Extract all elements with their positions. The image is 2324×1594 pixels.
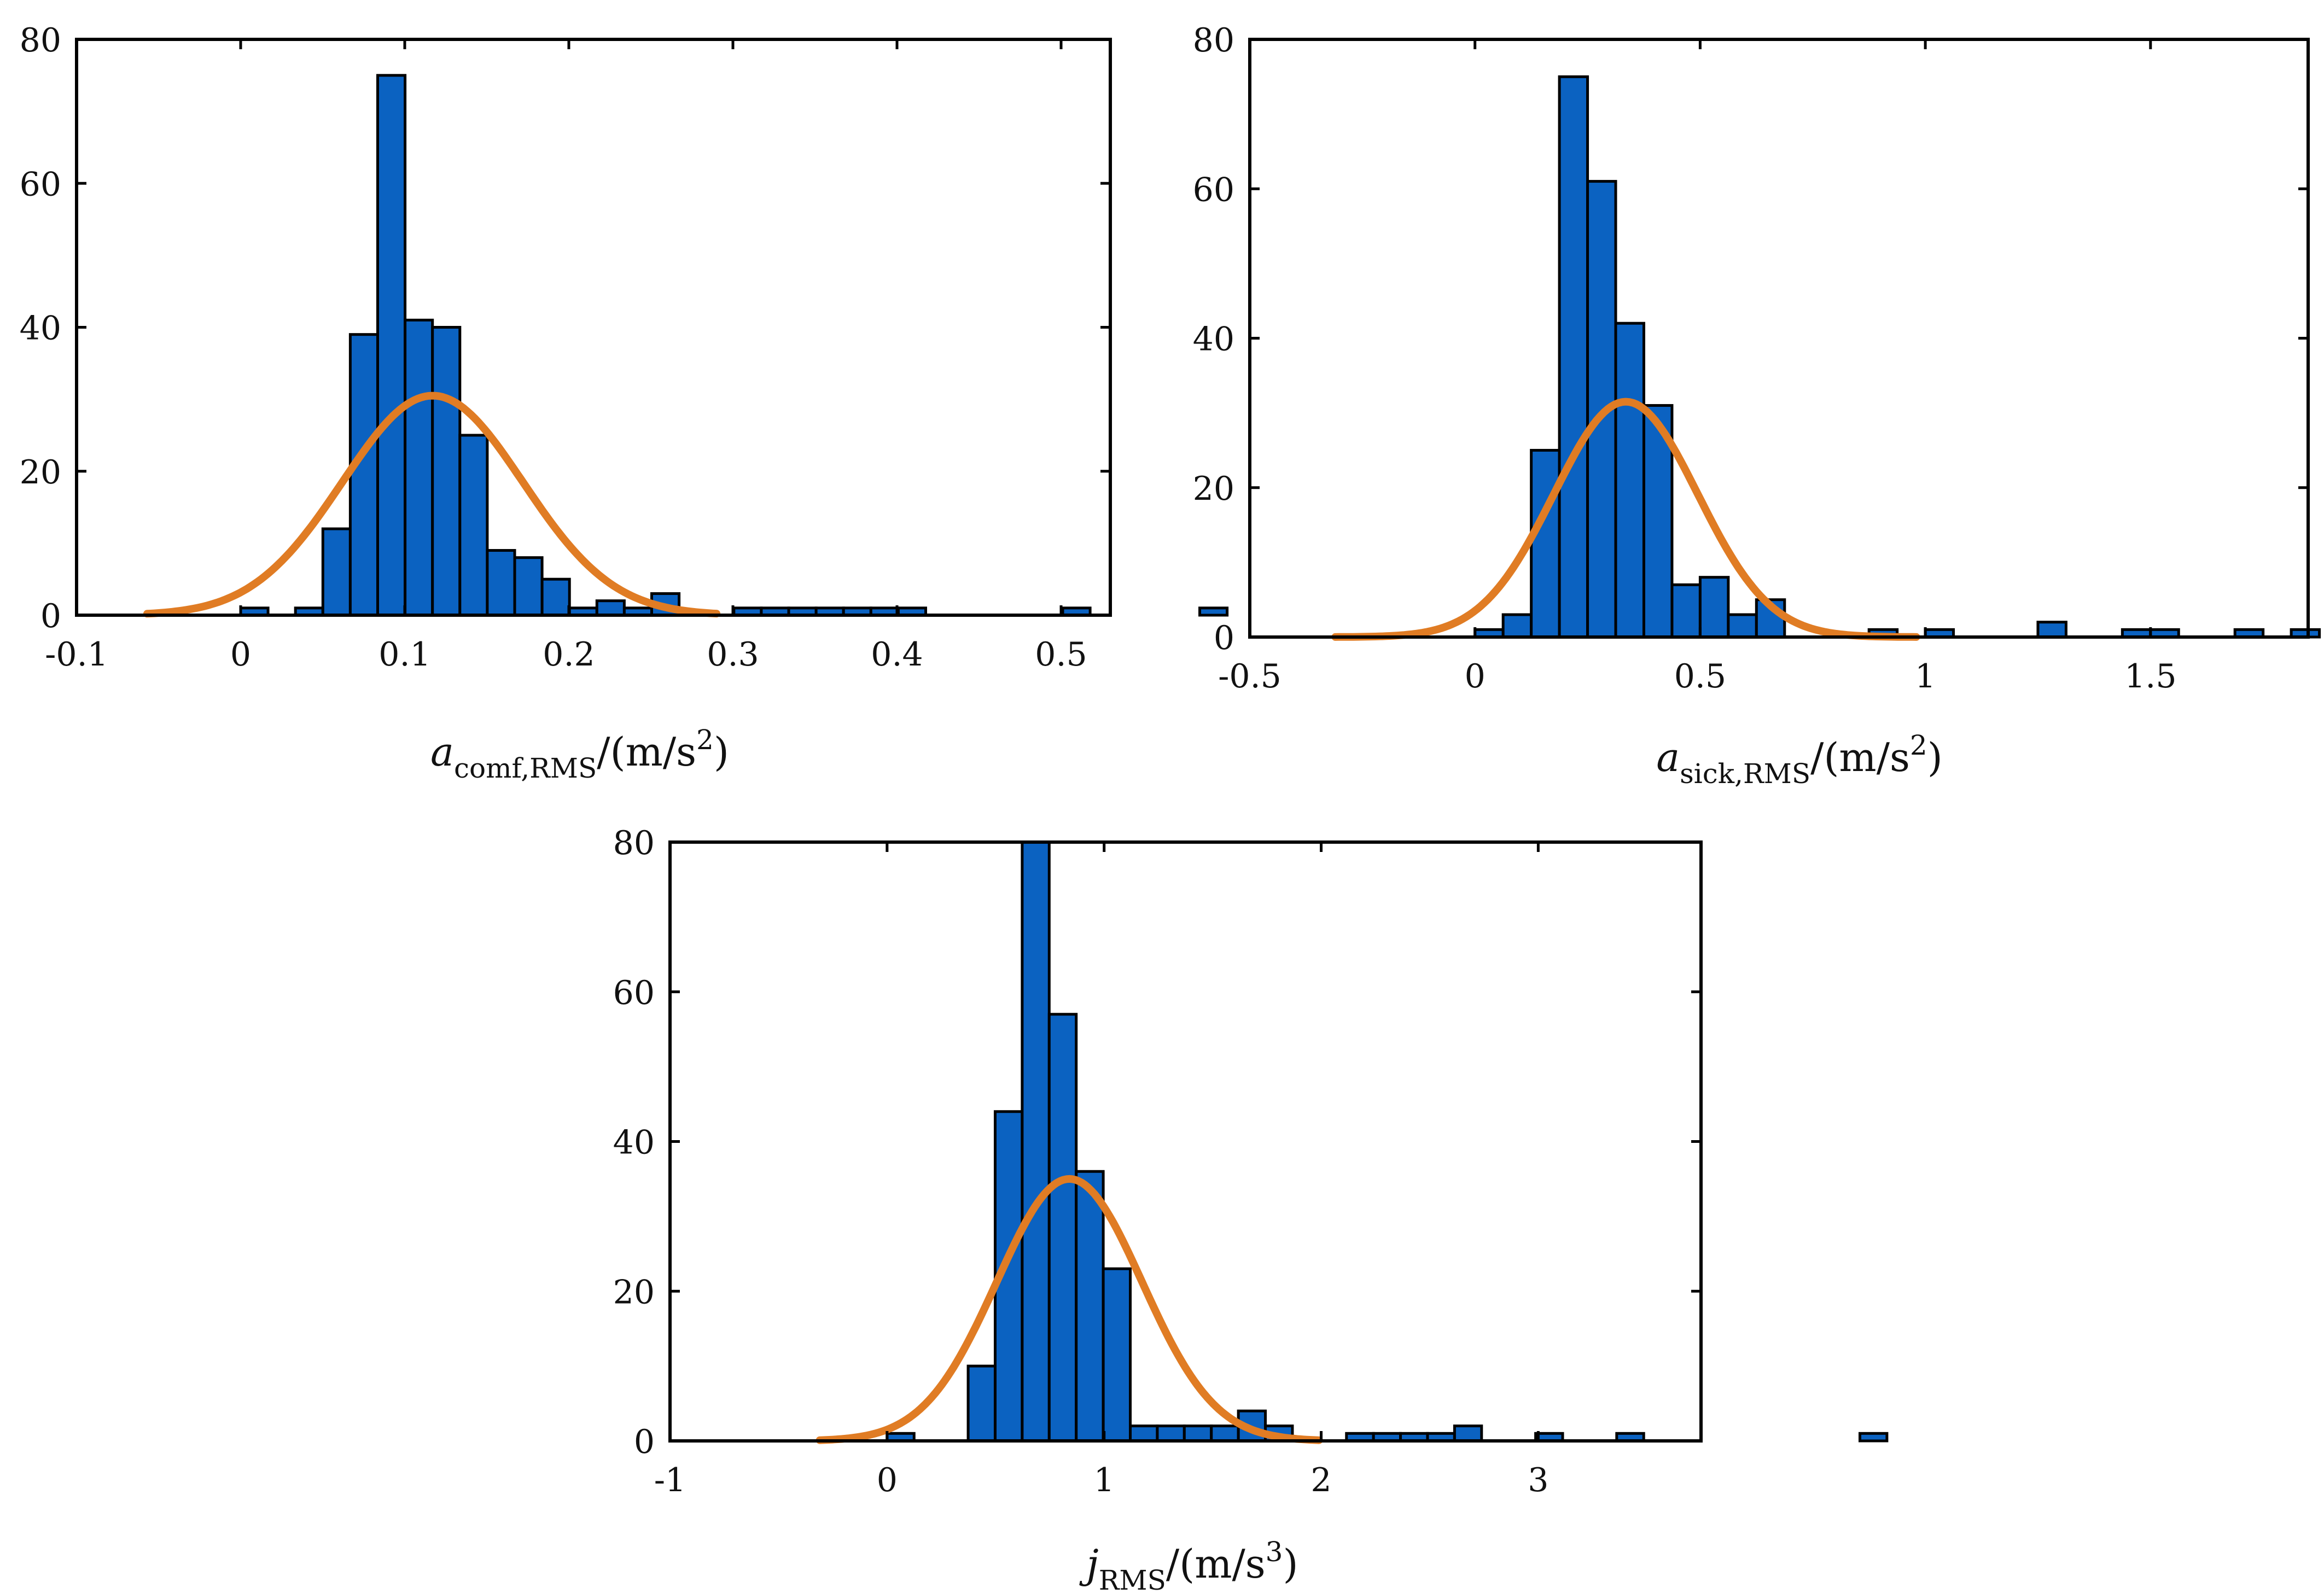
histogram-bar <box>1530 448 1561 639</box>
histogram-bar <box>404 318 434 617</box>
histogram-bar <box>1727 613 1758 639</box>
histogram-bar <box>376 74 407 617</box>
histogram-bar <box>1021 840 1051 1443</box>
x-tick-label: 0.4 <box>871 635 923 674</box>
x-axis-label: asick,RMS/(m/s2) <box>1656 729 1943 790</box>
x-tick-label: -0.1 <box>45 635 108 674</box>
x-tick-label: 0 <box>877 1461 898 1499</box>
histogram-bar <box>348 333 380 617</box>
histogram-bar <box>1129 1424 1159 1443</box>
x-axis-label-var: a <box>1656 734 1680 780</box>
x-tick-label: 0 <box>230 635 251 674</box>
plot-frame <box>75 38 1112 617</box>
histogram-bar <box>1198 606 1229 617</box>
y-tick-label: 0 <box>40 597 61 635</box>
x-tick-label: 0.5 <box>1674 657 1726 696</box>
histogram-bar <box>1156 1424 1186 1443</box>
x-tick-label: 0.1 <box>378 635 430 674</box>
x-tick-label: 0.3 <box>707 635 759 674</box>
y-tick-label: 80 <box>613 824 655 862</box>
histogram-bar <box>1501 613 1533 639</box>
histogram-bar <box>458 434 489 617</box>
normal-fit-curve <box>816 1175 1323 1444</box>
y-tick-label: 60 <box>20 165 61 203</box>
y-tick-label: 80 <box>20 21 61 60</box>
y-tick-label: 40 <box>613 1124 655 1162</box>
x-axis-label-var: a <box>430 729 454 775</box>
y-tick-label: 60 <box>1193 171 1234 209</box>
x-axis-label-sub: RMS <box>1099 1564 1166 1594</box>
x-tick-label: 1 <box>1094 1461 1115 1499</box>
histogram-bar <box>595 599 626 617</box>
y-tick-label: 60 <box>613 974 655 1012</box>
y-tick-label: 20 <box>613 1273 655 1311</box>
histogram-bar <box>1210 1424 1240 1443</box>
histogram-bar <box>540 577 571 617</box>
histogram-bar <box>1670 583 1702 639</box>
y-tick-label: 20 <box>20 453 61 492</box>
histogram-bar <box>1183 1424 1213 1443</box>
histogram-bar <box>1047 1013 1078 1443</box>
x-axis-label-sub: sick,RMS <box>1680 758 1810 790</box>
x-tick-label: 1.5 <box>2124 657 2176 696</box>
x-axis-label-var: j <box>1079 1541 1098 1587</box>
x-axis-label-sup: 2 <box>1910 729 1927 761</box>
histogram-bar <box>1558 75 1589 639</box>
y-tick-label: 0 <box>634 1423 655 1461</box>
y-tick-label: 40 <box>20 310 61 348</box>
x-axis-label-units: /(m/s <box>1810 734 1910 780</box>
histogram-bar <box>513 556 544 617</box>
x-axis-label-sub: comf,RMS <box>454 752 597 784</box>
x-tick-label: 0.5 <box>1035 635 1087 674</box>
bars-group <box>239 74 1229 617</box>
histogram-bar <box>431 326 462 617</box>
histogram-bar <box>1698 576 1730 639</box>
x-axis-label-close: ) <box>1283 1541 1298 1587</box>
x-tick-label: 1 <box>1915 657 1936 696</box>
bars-group <box>1473 75 2321 639</box>
x-axis-label-close: ) <box>714 729 729 775</box>
x-axis-label: jRMS/(m/s3) <box>1079 1536 1298 1594</box>
histogram-bar <box>1858 1432 1889 1443</box>
histogram-bar <box>321 527 352 617</box>
x-axis-label: acomf,RMS/(m/s2) <box>430 724 729 784</box>
x-axis-label-sup: 3 <box>1266 1536 1283 1568</box>
histogram-bar <box>486 549 516 617</box>
y-tick-label: 20 <box>1193 470 1234 508</box>
y-tick-label: 40 <box>1193 320 1234 359</box>
x-tick-label: 2 <box>1310 1461 1331 1499</box>
histogram-bar <box>1075 1170 1105 1443</box>
normal-fit-curve <box>1331 398 1920 641</box>
x-axis-label-units: /(m/s <box>1166 1541 1266 1587</box>
x-axis-label-units: /(m/s <box>597 729 696 775</box>
plot-frame <box>668 840 1703 1443</box>
x-tick-label: 0.2 <box>543 635 595 674</box>
x-tick-label: -0.5 <box>1218 657 1282 696</box>
x-axis-label-sup: 2 <box>696 724 714 756</box>
y-tick-label: 0 <box>1214 619 1234 657</box>
histogram-bar <box>966 1364 997 1443</box>
y-tick-label: 80 <box>1193 21 1234 60</box>
x-axis-label-close: ) <box>1927 734 1943 780</box>
x-tick-label: -1 <box>654 1461 686 1499</box>
plot-frame <box>1248 38 2310 639</box>
histogram-bar <box>1453 1424 1483 1443</box>
x-tick-label: 3 <box>1528 1461 1548 1499</box>
histogram-bar <box>1102 1267 1132 1443</box>
x-tick-label: 0 <box>1465 657 1486 696</box>
normal-fit-curve <box>143 392 720 618</box>
histogram-bar <box>2036 621 2067 639</box>
bars-group <box>886 840 1889 1443</box>
histogram-bar <box>1614 322 1645 639</box>
